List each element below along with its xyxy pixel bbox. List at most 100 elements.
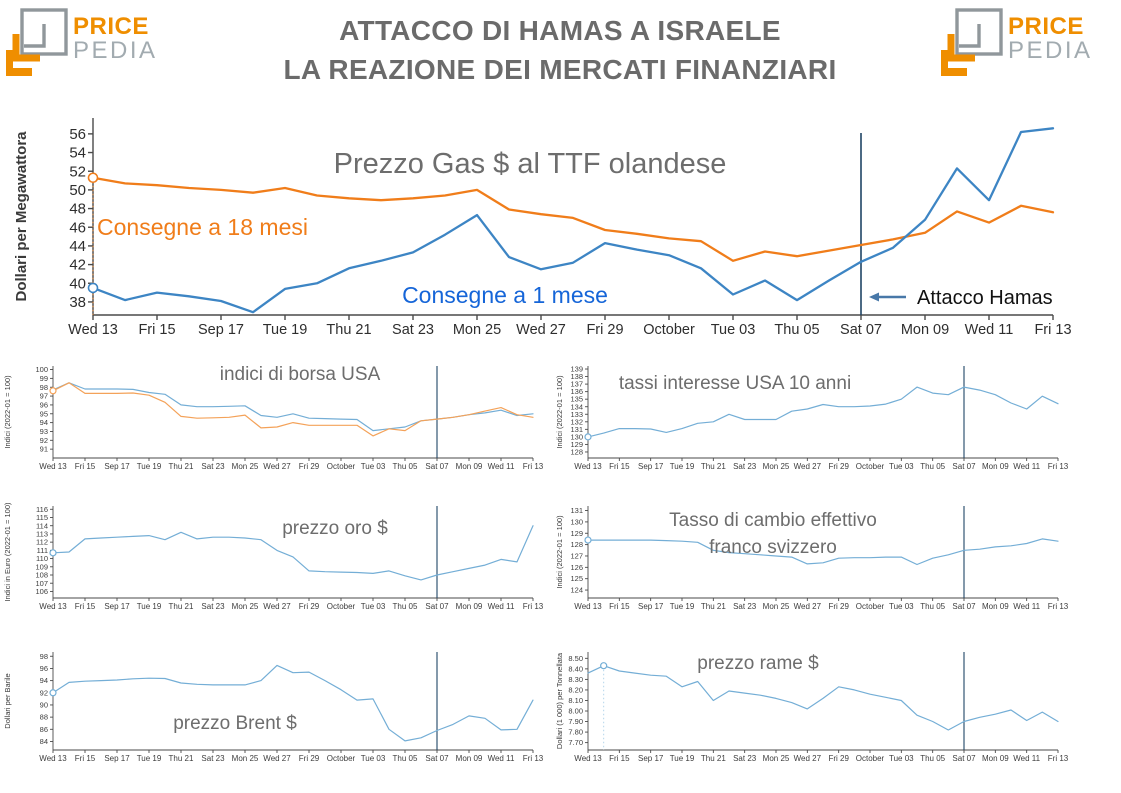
x-tick-label: Mon 09 [456, 462, 483, 471]
x-tick-label: Mon 25 [453, 322, 501, 338]
y-tick-label: 84 [40, 737, 48, 746]
y-tick-label: 112 [36, 538, 48, 547]
y-tick-label: 98 [40, 383, 48, 392]
x-tick-label: Tue 19 [137, 754, 162, 763]
x-tick-label: Thu 05 [920, 754, 945, 763]
page-title: ATTACCO DI HAMAS A ISRAELE LA REAZIONE D… [165, 12, 955, 89]
y-tick-label: 97 [40, 392, 48, 401]
y-tick-label: 92 [40, 688, 48, 697]
x-tick-label: Wed 27 [794, 602, 822, 611]
series-line [587, 386, 1059, 438]
x-tick-label: Mon 25 [232, 754, 259, 763]
x-tick-label: Sep 17 [104, 602, 130, 611]
x-tick-label: Thu 05 [920, 602, 945, 611]
y-tick-label: 108 [35, 571, 48, 580]
y-tick-label: 8.50 [568, 654, 583, 663]
x-tick-label: Fri 15 [75, 754, 96, 763]
x-tick-label: Fri 15 [609, 754, 630, 763]
page-title-line1: ATTACCO DI HAMAS A ISRAELE [339, 15, 781, 46]
logo-wordmark: PRICE PEDIA [1008, 13, 1093, 64]
x-tick-label: October [856, 462, 885, 471]
y-axis-label: Indici in Euro (2022-01 = 100) [3, 502, 12, 602]
y-tick-label: 116 [36, 505, 48, 514]
y-tick-label: 40 [69, 275, 86, 292]
series-start-marker [584, 433, 592, 441]
x-tick-label: Thu 05 [393, 602, 418, 611]
x-tick-label: Fri 13 [1034, 322, 1071, 338]
event-label-attacco-hamas: Attacco Hamas [917, 287, 1053, 309]
logo-wordmark: PRICE PEDIA [73, 13, 158, 64]
y-axis-label: Dollari (1 000) per Tonnellata [555, 652, 564, 749]
x-tick-label: Mon 25 [763, 602, 790, 611]
x-tick-label: Wed 27 [516, 322, 566, 338]
x-tick-label: Tue 19 [670, 754, 695, 763]
x-tick-label: Wed 13 [39, 462, 67, 471]
x-tick-label: Wed 27 [263, 462, 291, 471]
x-tick-label: Thu 21 [701, 754, 726, 763]
y-tick-label: 8.00 [568, 707, 583, 716]
x-tick-label: Sat 07 [425, 462, 449, 471]
series-start-marker [49, 549, 57, 557]
y-tick-label: 44 [69, 238, 86, 255]
x-tick-label: Wed 11 [965, 322, 1014, 338]
series-start-marker [49, 689, 57, 697]
chart-title: Prezzo Gas $ al TTF olandese [334, 148, 727, 180]
y-tick-label: 131 [570, 506, 583, 515]
x-tick-label: Sep 17 [104, 462, 130, 471]
logo-word-price: PRICE [1008, 13, 1084, 40]
y-tick-label: 99 [40, 374, 48, 383]
x-tick-label: Wed 11 [488, 602, 515, 611]
y-tick-label: 139 [570, 365, 583, 374]
x-tick-label: Sat 23 [201, 462, 225, 471]
y-tick-label: 131 [570, 425, 583, 434]
x-tick-label: Wed 13 [574, 602, 602, 611]
y-tick-label: 93 [40, 427, 48, 436]
series-line [52, 525, 534, 581]
pricepedia-logo-right: PRICE PEDIA [941, 8, 1093, 76]
y-tick-label: 46 [69, 219, 86, 236]
pricepedia-logo-left: PRICE PEDIA [6, 8, 158, 76]
x-tick-label: Fri 29 [828, 754, 849, 763]
logo-word-price: PRICE [73, 13, 149, 40]
x-tick-label: October [643, 322, 695, 338]
x-tick-label: Sat 07 [952, 462, 976, 471]
y-tick-label: 127 [570, 552, 583, 561]
x-tick-label: Wed 13 [574, 754, 602, 763]
y-tick-label: 54 [69, 145, 86, 162]
y-tick-label: 7.80 [568, 728, 583, 737]
x-tick-label: Sep 17 [638, 602, 664, 611]
x-tick-label: Tue 03 [361, 754, 386, 763]
x-tick-label: Sep 17 [104, 754, 130, 763]
y-tick-label: 92 [40, 436, 48, 445]
x-tick-label: Sat 07 [425, 602, 449, 611]
y-tick-label: 86 [40, 725, 48, 734]
series-start-marker [584, 536, 592, 544]
x-tick-label: Wed 11 [488, 754, 515, 763]
x-tick-label: Tue 03 [889, 754, 914, 763]
x-tick-label: Fri 13 [523, 462, 544, 471]
x-tick-label: Tue 03 [711, 322, 756, 338]
series-start-marker [87, 282, 99, 294]
x-tick-label: Fri 15 [75, 462, 96, 471]
y-tick-label: 137 [570, 380, 583, 389]
chart-title: prezzo rame $ [697, 653, 819, 674]
x-tick-label: Wed 13 [39, 754, 67, 763]
x-tick-label: Tue 19 [137, 602, 162, 611]
x-tick-label: Wed 11 [1013, 462, 1040, 471]
y-tick-label: 8.20 [568, 685, 583, 694]
x-tick-label: Fri 15 [609, 602, 630, 611]
chart-title: prezzo Brent $ [173, 713, 297, 734]
y-tick-label: 130 [570, 517, 583, 526]
y-axis-label: Indici (2022-01 = 100) [555, 515, 564, 589]
x-tick-label: Thu 21 [169, 462, 194, 471]
x-tick-label: Fri 29 [586, 322, 623, 338]
series-line [52, 664, 534, 742]
y-tick-label: 128 [570, 448, 583, 457]
chart-title: franco svizzero [709, 537, 837, 558]
x-tick-label: Tue 03 [889, 462, 914, 471]
y-tick-label: 38 [69, 294, 86, 311]
series-line [91, 176, 1055, 262]
x-tick-label: Thu 05 [393, 754, 418, 763]
x-tick-label: Wed 27 [263, 754, 291, 763]
